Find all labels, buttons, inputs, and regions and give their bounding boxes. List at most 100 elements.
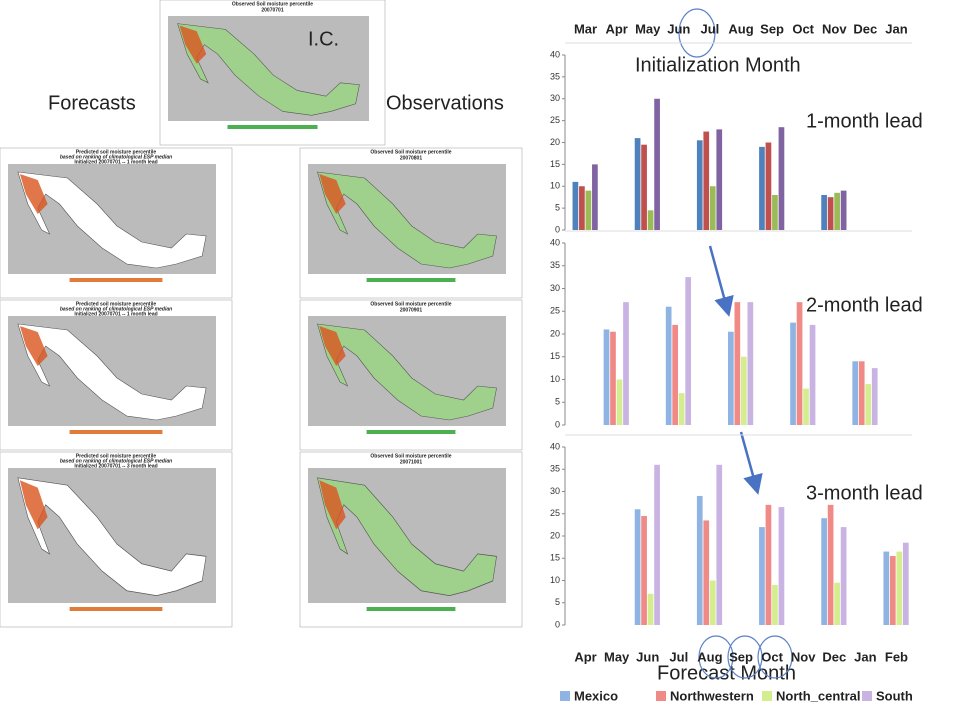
legend-label: South: [876, 688, 913, 703]
y-tick-label: 15: [550, 351, 560, 361]
bar: [623, 302, 629, 425]
x-tick-label: Sep: [760, 21, 784, 36]
highlight-circle: [727, 635, 763, 679]
map-land: [17, 323, 207, 421]
map: Observed Soil moisture percentile2007080…: [299, 147, 523, 299]
y-tick-label: 25: [550, 115, 560, 125]
x-tick-label: Jan: [854, 649, 876, 664]
map-dry: [19, 326, 48, 366]
x-tick-label: Jul: [669, 649, 688, 664]
init-month-label: Initialization Month: [635, 54, 801, 76]
lead-label: 2-month lead: [806, 294, 923, 316]
x-tick-label: May: [604, 649, 630, 664]
y-tick-label: 35: [550, 464, 560, 474]
bar: [703, 520, 710, 625]
map-title: Observed Soil moisture percentile: [370, 149, 451, 155]
bar: [883, 551, 890, 625]
bar: [765, 142, 772, 230]
bar: [685, 277, 692, 425]
map-land: [317, 171, 497, 269]
map-land: [177, 23, 360, 116]
x-tick-label: Feb: [885, 649, 908, 664]
x-tick-label: Apr: [574, 649, 596, 664]
highlight-circle: [678, 8, 716, 58]
bar: [809, 324, 816, 425]
map-colorbar: [366, 430, 456, 434]
y-tick-label: 20: [550, 530, 560, 540]
bar: [734, 302, 741, 425]
map-colorbar: [69, 607, 163, 611]
y-tick-label: 35: [550, 71, 560, 81]
map-title: Observed Soil moisture percentile: [370, 301, 451, 307]
bar: [728, 331, 734, 425]
bar: [803, 388, 809, 425]
map: Predicted soil moisture percentilebased …: [0, 147, 233, 299]
observations-label: Observations: [386, 92, 504, 114]
bar: [672, 324, 679, 425]
bar: [572, 181, 579, 230]
map-land: [17, 171, 207, 269]
y-tick-label: 30: [550, 283, 560, 293]
legend-swatch: [656, 691, 666, 701]
bar: [579, 186, 585, 230]
bar: [896, 551, 903, 625]
y-tick-label: 40: [550, 49, 560, 59]
legend-label: Northwestern: [670, 688, 754, 703]
map-subtitle: based on ranking of climatological ESP m…: [60, 306, 172, 312]
map-title: Observed Soil moisture percentile: [370, 453, 451, 459]
y-tick-label: 40: [550, 237, 560, 247]
map-date: 20070701: [261, 7, 283, 13]
map-date: 20070901: [400, 307, 422, 313]
x-tick-label: May: [635, 21, 661, 36]
bar: [865, 384, 872, 425]
y-tick-label: 5: [555, 397, 560, 407]
bar: [703, 131, 710, 230]
bar: [716, 129, 723, 230]
map-date: Initialized 20070701 -- 1 month lead: [74, 159, 157, 165]
y-tick-label: 5: [555, 203, 560, 213]
bar: [772, 584, 778, 625]
map-colorbar: [227, 125, 318, 129]
bar: [603, 329, 610, 425]
y-tick-label: 30: [550, 93, 560, 103]
x-tick-label: Aug: [728, 21, 753, 36]
map-date: Initialized 20070701 -- 1 month lead: [74, 311, 157, 317]
map-colorbar: [366, 278, 456, 282]
map-land: [17, 477, 207, 597]
x-tick-label: Nov: [822, 21, 847, 36]
bar: [641, 515, 647, 625]
bar: [778, 507, 785, 625]
legend-swatch: [560, 691, 570, 701]
highlight-circle: [698, 635, 734, 679]
y-tick-label: 25: [550, 306, 560, 316]
y-tick-label: 10: [550, 181, 560, 191]
bar: [759, 146, 765, 230]
x-tick-label: Sep: [729, 649, 753, 664]
map-date: Initialized 20070701 -- 3 month lead: [74, 463, 157, 469]
bar: [592, 164, 598, 230]
map: Observed Soil moisture percentile2007100…: [299, 451, 523, 628]
bar: [827, 197, 834, 230]
map-subtitle: based on ranking of climatological ESP m…: [60, 458, 172, 464]
x-tick-label: Jul: [701, 21, 720, 36]
y-tick-label: 10: [550, 575, 560, 585]
bar: [709, 186, 716, 230]
bar: [834, 582, 840, 625]
x-tick-label: Jun: [667, 21, 690, 36]
y-tick-label: 20: [550, 137, 560, 147]
bar: [654, 464, 660, 625]
map-colorbar: [366, 607, 456, 611]
map-dry: [19, 480, 48, 530]
bar: [790, 322, 796, 425]
map-dry: [179, 25, 207, 64]
y-tick-label: 15: [550, 553, 560, 563]
x-tick-label: Dec: [853, 21, 877, 36]
map: Observed Soil moisture percentile2007090…: [299, 299, 523, 451]
map-title: Predicted soil moisture percentile: [76, 453, 157, 459]
y-tick-label: 15: [550, 159, 560, 169]
y-tick-label: 5: [555, 597, 560, 607]
map: Predicted soil moisture percentilebased …: [0, 451, 233, 628]
legend-label: Mexico: [574, 688, 618, 703]
bar: [765, 504, 772, 625]
